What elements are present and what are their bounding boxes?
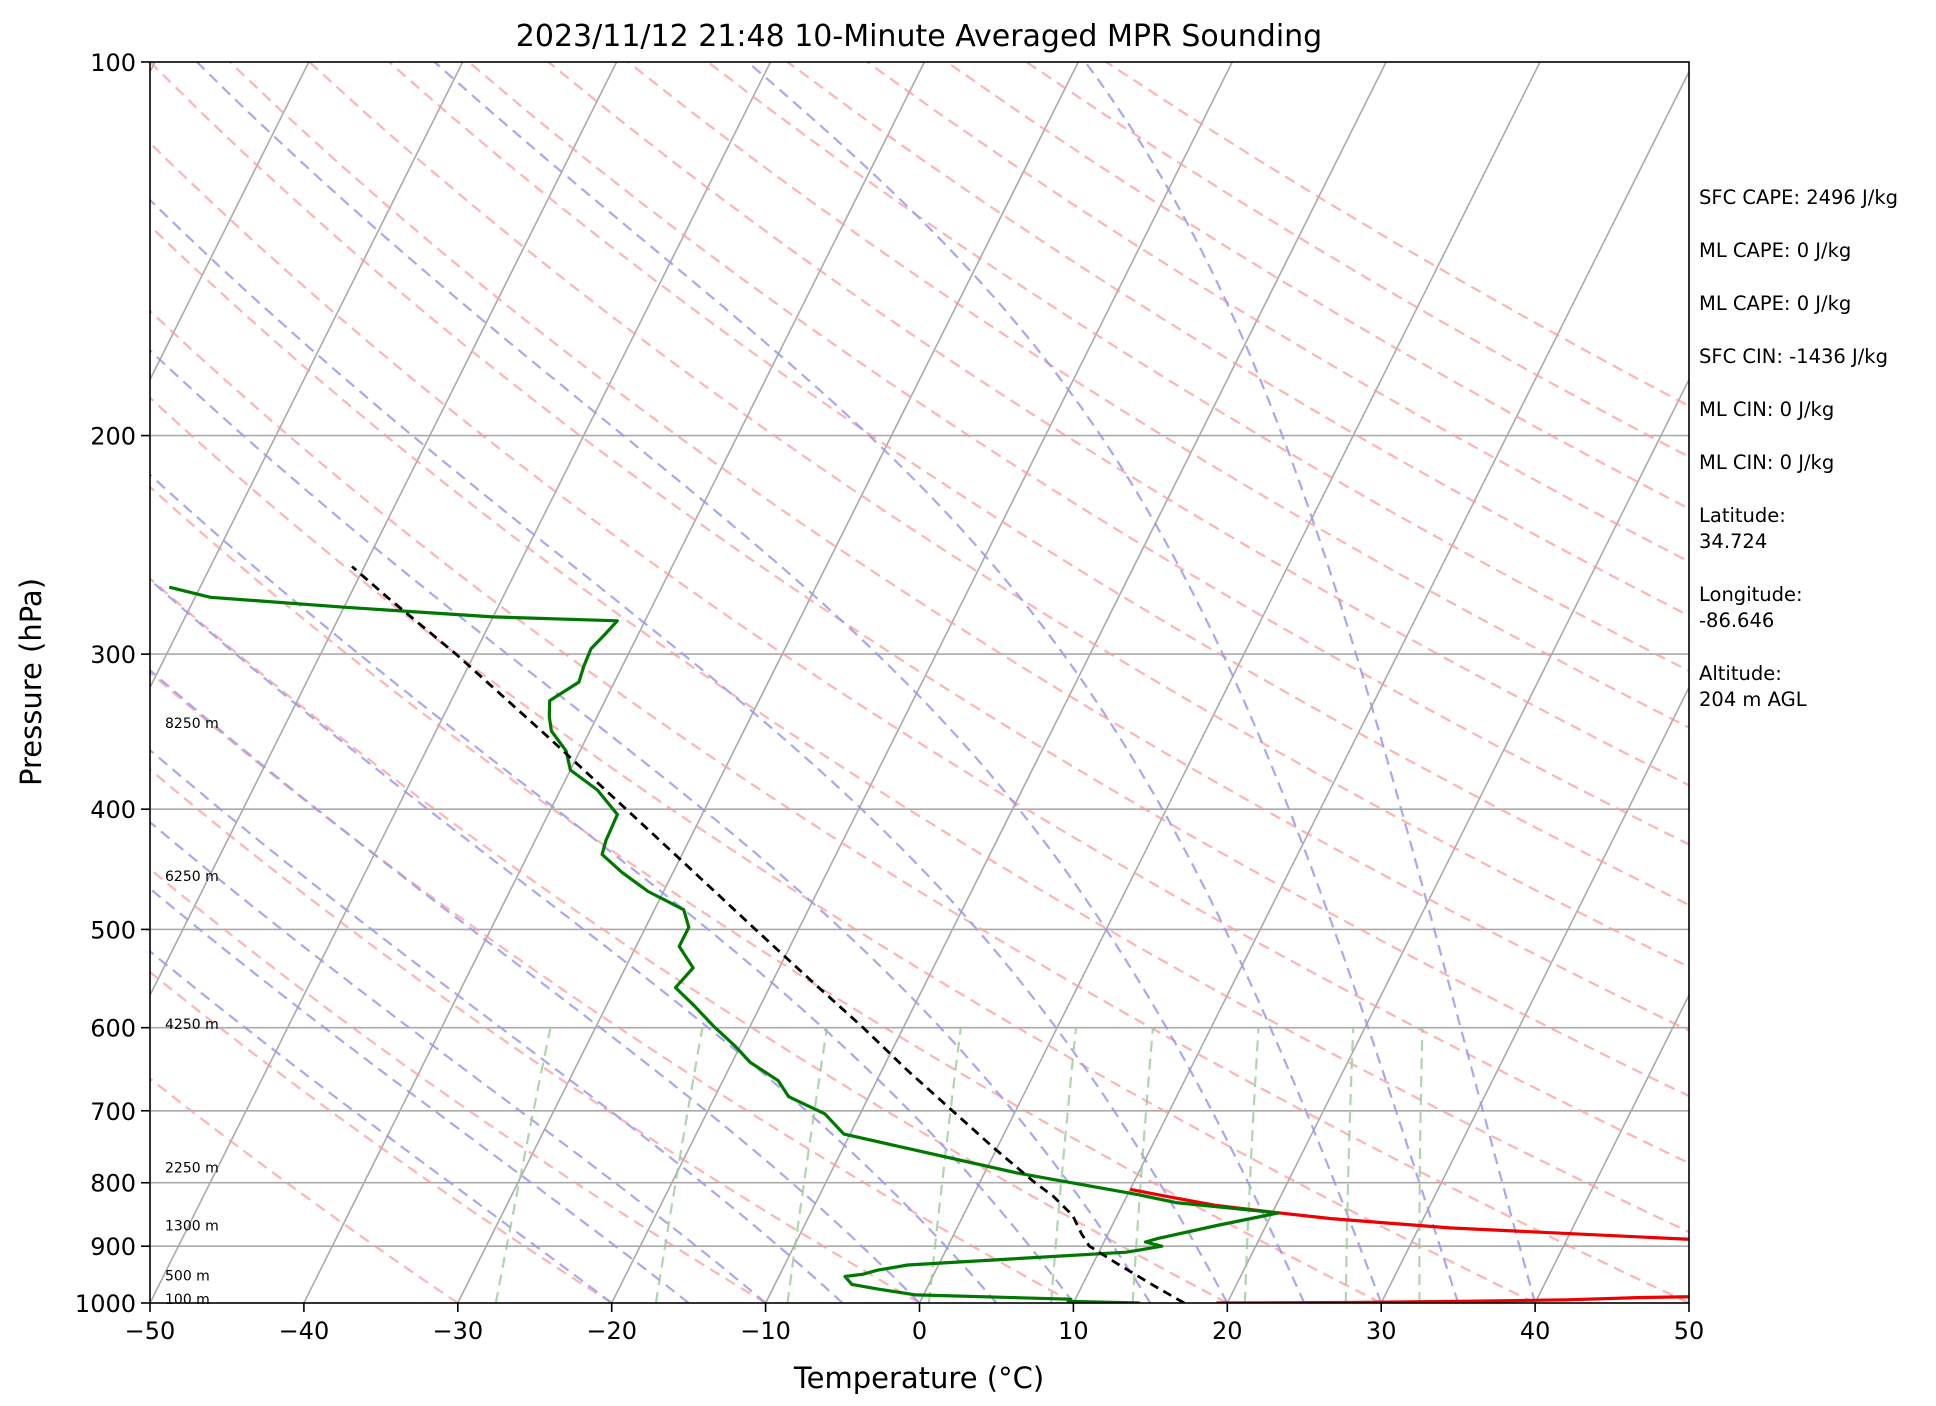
moist-adiabat — [433, 62, 1383, 1303]
isotherm-line — [1226, 377, 1689, 1303]
stat-ml-cape-2: ML CAPE: 0 J/kg — [1699, 292, 1852, 315]
isotherm-line — [1072, 70, 1689, 1303]
y-tick-label: 900 — [90, 1233, 136, 1261]
y-tick-label: 200 — [90, 423, 136, 451]
dry-adiabat — [547, 62, 1689, 787]
x-tick-label: 10 — [1058, 1317, 1089, 1345]
dry-adiabat — [150, 867, 767, 1303]
stat-ml-cape: ML CAPE: 0 J/kg — [1699, 239, 1852, 262]
stat-ml-cin-2: ML CIN: 0 J/kg — [1699, 451, 1835, 474]
moist-adiabat — [746, 62, 1460, 1303]
x-tick-label: −10 — [740, 1317, 791, 1345]
dry-adiabat — [150, 671, 1074, 1303]
moist-adiabat — [150, 949, 613, 1303]
x-tick-label: 30 — [1366, 1317, 1397, 1345]
stat-latitude: Latitude: 34.724 — [1699, 504, 1786, 553]
x-tick-label: 20 — [1212, 1317, 1243, 1345]
isotherm-line — [0, 62, 1, 1303]
height-labels: 8250 m 6250 m 4250 m 2250 m 1300 m 500 m 100 m — [165, 716, 219, 1308]
y-tick-label: 100 — [90, 49, 136, 77]
x-axis-ticks: −50 −40 −30 −20 −10 0 10 20 30 40 50 — [125, 1303, 1705, 1345]
height-label: 6250 m — [165, 869, 219, 885]
stat-sfc-cape: SFC CAPE: 2496 J/kg — [1699, 186, 1899, 209]
mixing-ratio-line — [1418, 1027, 1424, 1303]
moist-adiabat — [150, 668, 921, 1303]
height-label: 500 m — [165, 1268, 210, 1284]
x-tick-label: −20 — [586, 1317, 637, 1345]
dry-adiabat — [388, 62, 1689, 907]
isotherm-line — [764, 62, 1387, 1303]
dry-adiabat — [468, 62, 1689, 846]
dry-adiabat — [150, 141, 1689, 1165]
isotherm-line — [150, 62, 310, 382]
stat-longitude: Longitude: -86.646 — [1699, 583, 1803, 632]
isotherm-line — [150, 62, 464, 690]
y-tick-label: 300 — [90, 641, 136, 669]
stat-altitude: Altitude: 204 m AGL — [1699, 662, 1807, 711]
plot-area — [150, 62, 1689, 1303]
stat-ml-cin: ML CIN: 0 J/kg — [1699, 398, 1835, 421]
moist-adiabat — [150, 198, 1229, 1303]
y-tick-label: 800 — [90, 1170, 136, 1198]
x-tick-label: 50 — [1674, 1317, 1705, 1345]
y-tick-label: 1000 — [75, 1290, 136, 1318]
background-lines — [0, 62, 1689, 1303]
mixing-ratio-line — [1344, 1027, 1355, 1303]
x-tick-label: 40 — [1520, 1317, 1551, 1345]
y-tick-label: 500 — [90, 916, 136, 944]
height-label: 100 m — [165, 1292, 210, 1308]
y-axis-ticks: 1000 900 800 700 600 500 400 300 200 100 — [75, 49, 150, 1318]
dry-adiabat — [150, 1077, 459, 1303]
x-axis-label: Temperature (°C) — [793, 1361, 1044, 1395]
parcel-profile-line — [351, 565, 1185, 1303]
x-tick-label: 0 — [912, 1317, 927, 1345]
moist-adiabat — [150, 578, 998, 1303]
isotherm-line — [1534, 993, 1689, 1303]
isotherm-line — [918, 62, 1541, 1303]
isotherm-line — [150, 62, 772, 1303]
y-axis-label: Pressure (hPa) — [14, 578, 48, 786]
height-label: 1300 m — [165, 1219, 219, 1235]
isotherm-line — [303, 62, 926, 1303]
stat-sfc-cin: SFC CIN: -1436 J/kg — [1699, 345, 1888, 368]
moist-adiabat — [150, 820, 767, 1303]
dry-adiabat — [707, 62, 1689, 673]
x-tick-label: −40 — [279, 1317, 330, 1345]
mixing-ratio-line — [1050, 1027, 1078, 1303]
dry-adiabat — [866, 62, 1689, 563]
mixing-ratio-line — [927, 1027, 962, 1303]
height-label: 2250 m — [165, 1161, 219, 1177]
chart-title: 2023/11/12 21:48 10-Minute Averaged MPR … — [516, 19, 1322, 54]
sounding-stats-panel: SFC CAPE: 2496 J/kg ML CAPE: 0 J/kg ML C… — [1699, 185, 1929, 740]
mixing-ratio-line — [1243, 1027, 1260, 1303]
y-tick-label: 700 — [90, 1098, 136, 1126]
isotherm-line — [457, 62, 1080, 1303]
moist-adiabat — [150, 473, 1075, 1303]
x-tick-label: −50 — [125, 1317, 176, 1345]
height-label: 8250 m — [165, 716, 219, 732]
height-label: 4250 m — [165, 1017, 219, 1033]
moist-adiabat — [1084, 62, 1537, 1303]
dry-adiabat — [150, 62, 1689, 1098]
mixing-ratio-line — [1131, 1027, 1154, 1303]
y-tick-label: 600 — [90, 1015, 136, 1043]
dry-adiabat — [229, 62, 1689, 1032]
dry-adiabat — [150, 767, 921, 1303]
sounding-series — [168, 565, 1689, 1303]
mixing-ratio-line — [654, 1027, 704, 1303]
mixing-ratio-line — [786, 1027, 829, 1303]
dry-adiabat — [308, 62, 1689, 969]
moist-adiabat — [150, 748, 844, 1303]
dry-adiabat — [150, 224, 1689, 1234]
x-tick-label: −30 — [432, 1317, 483, 1345]
dewpoint-profile-line — [168, 585, 1281, 1303]
isotherm-line — [610, 62, 1233, 1303]
isotherm-line — [150, 62, 618, 997]
mixing-ratio-line — [494, 1027, 552, 1303]
dry-adiabat — [150, 309, 1689, 1303]
isotherm-line — [1380, 685, 1689, 1303]
y-tick-label: 400 — [90, 796, 136, 824]
